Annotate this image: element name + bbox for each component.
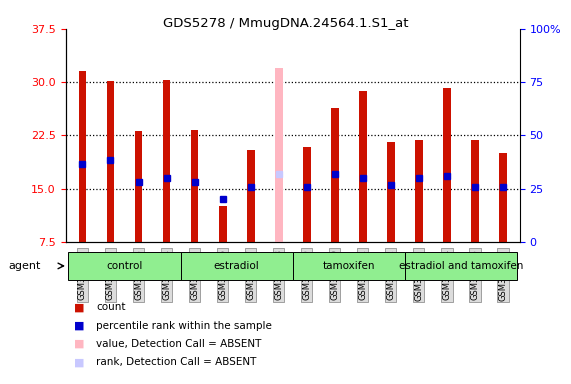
- Text: GDS5278 / MmugDNA.24564.1.S1_at: GDS5278 / MmugDNA.24564.1.S1_at: [163, 17, 408, 30]
- Bar: [275, 68, 283, 242]
- FancyBboxPatch shape: [69, 252, 180, 280]
- Bar: [247, 149, 255, 242]
- FancyBboxPatch shape: [405, 252, 517, 280]
- Bar: [443, 88, 451, 242]
- Bar: [359, 91, 367, 242]
- Text: estradiol: estradiol: [214, 261, 259, 271]
- Bar: [499, 153, 506, 242]
- Text: rank, Detection Call = ABSENT: rank, Detection Call = ABSENT: [96, 358, 256, 367]
- Text: ■: ■: [74, 302, 85, 312]
- Text: percentile rank within the sample: percentile rank within the sample: [96, 321, 272, 331]
- FancyBboxPatch shape: [180, 252, 293, 280]
- Bar: [331, 108, 339, 242]
- Text: count: count: [96, 302, 126, 312]
- Bar: [303, 147, 311, 242]
- Text: ■: ■: [74, 321, 85, 331]
- Text: ■: ■: [74, 358, 85, 367]
- Text: value, Detection Call = ABSENT: value, Detection Call = ABSENT: [96, 339, 262, 349]
- FancyBboxPatch shape: [293, 252, 405, 280]
- Bar: [135, 131, 142, 242]
- Bar: [107, 81, 114, 242]
- Text: control: control: [106, 261, 143, 271]
- Text: ■: ■: [74, 339, 85, 349]
- Bar: [387, 142, 395, 242]
- Bar: [415, 140, 423, 242]
- Text: estradiol and tamoxifen: estradiol and tamoxifen: [399, 261, 523, 271]
- Bar: [219, 207, 227, 242]
- Text: tamoxifen: tamoxifen: [323, 261, 375, 271]
- Bar: [191, 131, 199, 242]
- Text: agent: agent: [9, 261, 41, 271]
- Bar: [79, 71, 86, 242]
- Bar: [163, 80, 171, 242]
- Bar: [471, 140, 478, 242]
